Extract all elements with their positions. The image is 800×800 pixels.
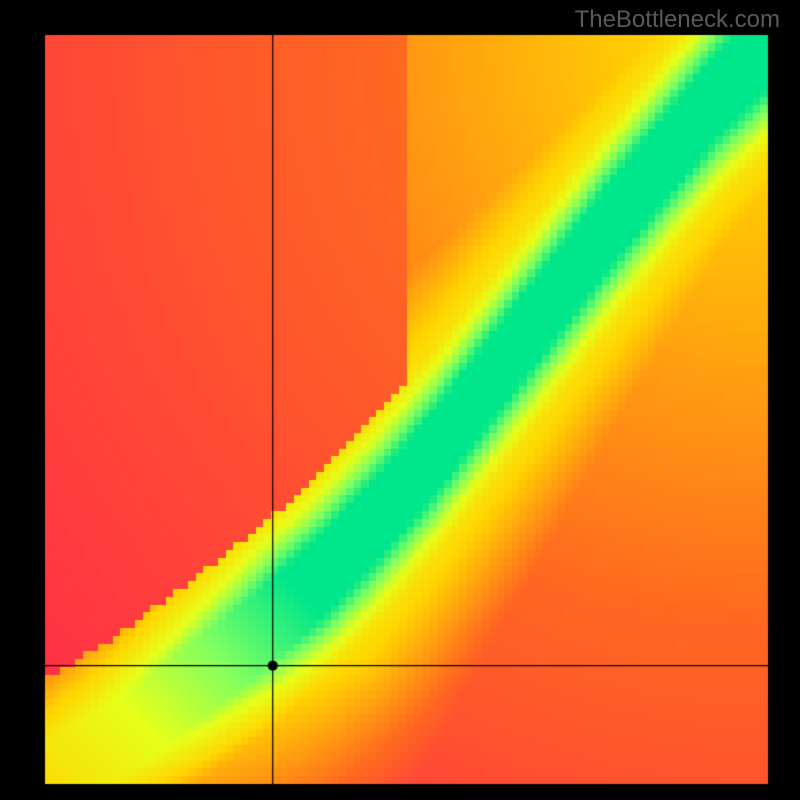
bottleneck-heatmap <box>0 0 800 800</box>
chart-frame: TheBottleneck.com <box>0 0 800 800</box>
watermark-text: TheBottleneck.com <box>575 6 780 34</box>
